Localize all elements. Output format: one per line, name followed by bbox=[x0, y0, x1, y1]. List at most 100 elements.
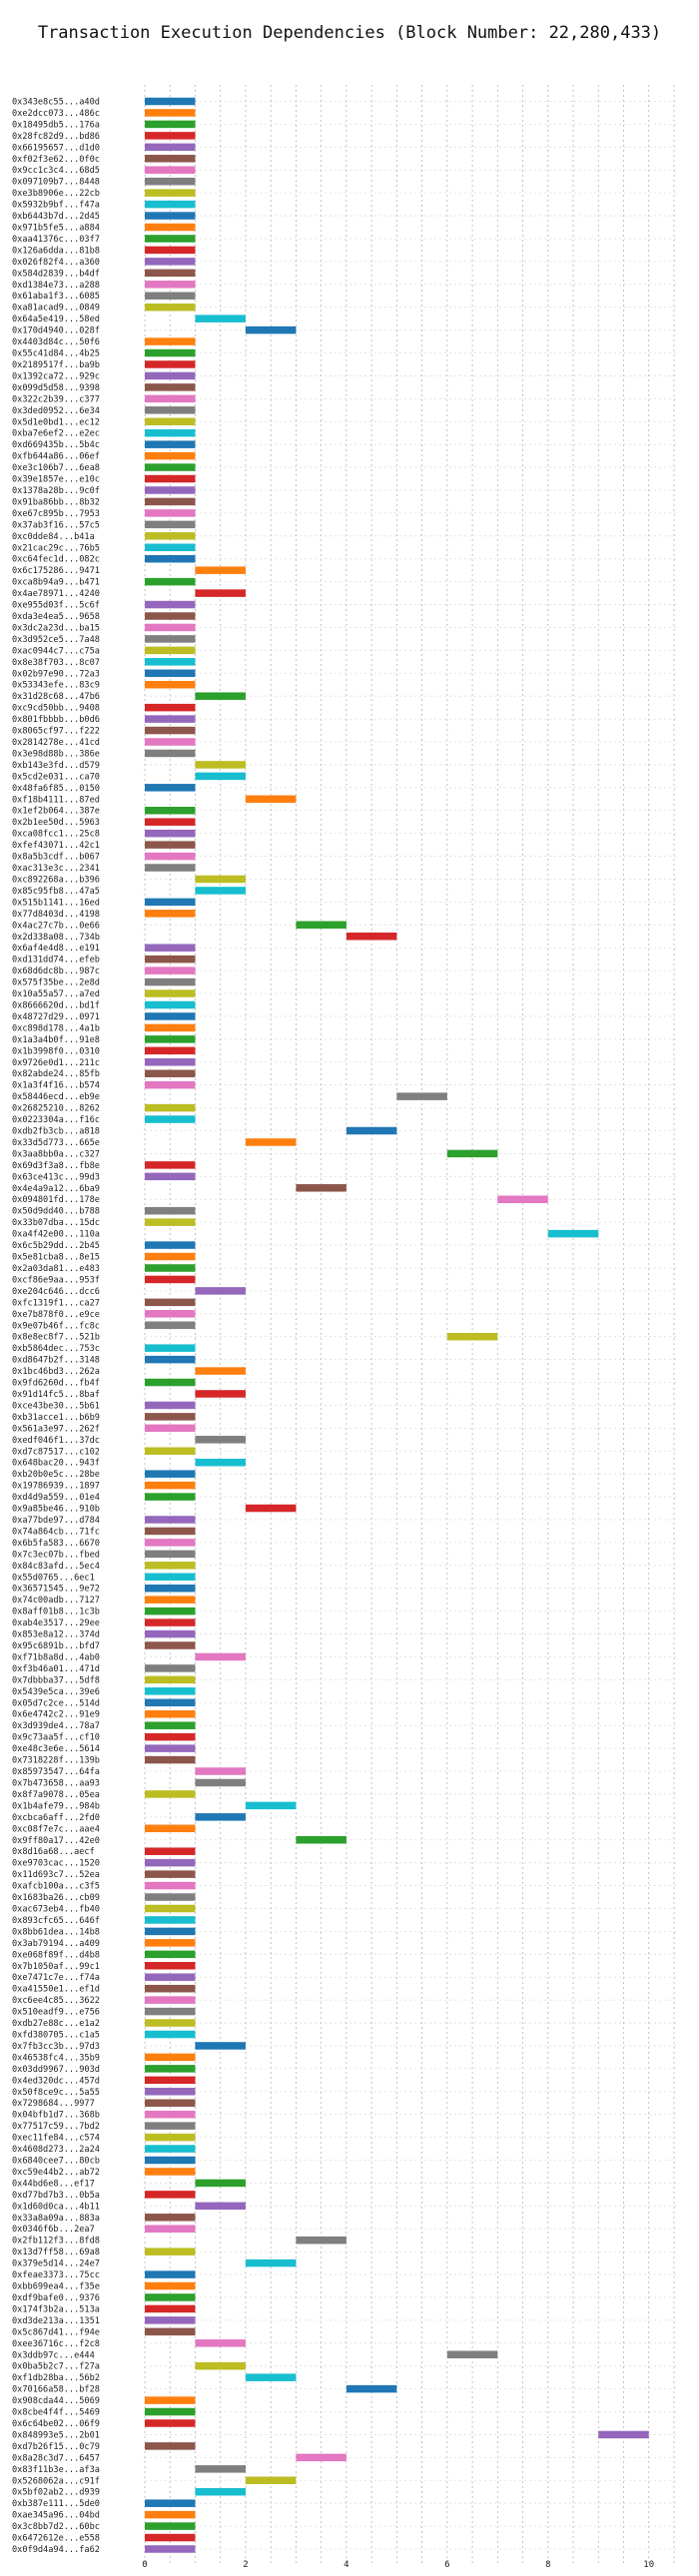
y-tick-label: 0xc0dde84...b41a bbox=[12, 532, 95, 542]
y-tick-label: 0x1a3f4f16...b574 bbox=[12, 1081, 100, 1091]
bar-52 bbox=[195, 692, 246, 700]
y-tick-label: 0xda3e4ea5...9658 bbox=[12, 612, 100, 622]
bar-174 bbox=[145, 2088, 196, 2096]
bar-102 bbox=[145, 1264, 196, 1272]
bar-200 bbox=[346, 2384, 397, 2393]
y-tick-label: 0xe3b8906e...22cb bbox=[12, 189, 100, 199]
bar-167 bbox=[145, 2007, 196, 2016]
bar-151 bbox=[145, 1824, 196, 1833]
bar-21 bbox=[145, 337, 196, 345]
y-tick-label: 0xba7e6ef2...e2ec bbox=[12, 429, 100, 439]
bar-122 bbox=[145, 1493, 196, 1501]
bar-38 bbox=[145, 532, 196, 540]
y-tick-label: 0x853e8a12...374d bbox=[12, 1630, 100, 1640]
bar-197 bbox=[446, 2350, 498, 2359]
bar-185 bbox=[145, 2214, 196, 2222]
bar-90 bbox=[346, 1126, 397, 1135]
bar-210 bbox=[145, 2499, 196, 2507]
y-tick-label: 0x5cd2e031...ca70 bbox=[12, 772, 100, 782]
y-tick-label: 0x8bb61dea...14b8 bbox=[12, 1927, 100, 1937]
bar-145 bbox=[145, 1755, 196, 1764]
bar-129 bbox=[145, 1573, 196, 1582]
y-tick-label: 0xe9703cac...1520 bbox=[12, 1859, 100, 1869]
bar-131 bbox=[145, 1596, 196, 1604]
bar-192 bbox=[145, 2293, 196, 2301]
y-tick-label: 0x18495db5...176a bbox=[12, 120, 100, 130]
bar-196 bbox=[195, 2339, 246, 2347]
y-tick-label: 0x58446ecd...eb9e bbox=[12, 1092, 100, 1102]
y-tick-label: 0x126a6dda...81b8 bbox=[12, 246, 100, 256]
y-tick-label: 0x48727d29...0971 bbox=[12, 1012, 100, 1022]
y-tick-labels: 0x343e8c55...a40d0xe2dcc073...486c0x1849… bbox=[12, 98, 100, 2556]
bar-139 bbox=[145, 1687, 196, 1695]
bar-18 bbox=[145, 303, 196, 312]
y-tick-label: 0xdb27e88c...e1a2 bbox=[12, 2019, 100, 2029]
bar-130 bbox=[145, 1584, 196, 1593]
y-tick-label: 0x908cda44...5069 bbox=[12, 2396, 100, 2406]
y-tick-label: 0x74c00adb...7127 bbox=[12, 1596, 100, 1606]
y-tick-label: 0xfeae3373...75cc bbox=[12, 2270, 100, 2280]
bar-72 bbox=[296, 921, 347, 930]
y-tick-label: 0x9a85be46...910b bbox=[12, 1505, 100, 1515]
bar-175 bbox=[145, 2099, 196, 2107]
y-tick-label: 0x7b1050af...99c1 bbox=[12, 1962, 100, 1972]
y-tick-label: 0x74a864cb...71fc bbox=[12, 1527, 100, 1537]
y-tick-label: 0xb20b0e5c...28be bbox=[12, 1470, 100, 1480]
y-tick-label: 0x2d338a08...734b bbox=[12, 933, 100, 943]
bar-81 bbox=[145, 1023, 196, 1032]
bar-94 bbox=[145, 1172, 196, 1181]
y-tick-label: 0x3c8bb7d2...60bc bbox=[12, 2522, 100, 2532]
bar-82 bbox=[145, 1035, 196, 1043]
y-tick-label: 0x9726e0d1...211c bbox=[12, 1058, 100, 1068]
y-tick-label: 0x28fc82d9...bd86 bbox=[12, 132, 100, 142]
y-tick-label: 0xdb2fb3cb...a818 bbox=[12, 1127, 100, 1137]
y-tick-label: 0x9c73aa5f...cf10 bbox=[12, 1733, 100, 1743]
bar-110 bbox=[145, 1355, 196, 1364]
bar-24 bbox=[145, 371, 196, 380]
y-tick-label: 0x1d60d0ca...4b11 bbox=[12, 2202, 100, 2212]
y-tick-label: 0x3ddb97c...e444 bbox=[12, 2350, 95, 2360]
y-tick-label: 0x7fb3cc3b...97d3 bbox=[12, 2042, 100, 2052]
y-tick-label: 0xab4e3517...29ee bbox=[12, 1618, 100, 1628]
bar-108 bbox=[446, 1332, 498, 1341]
bar-161 bbox=[145, 1939, 196, 1947]
y-tick-label: 0x82abde24...85fb bbox=[12, 1069, 100, 1079]
y-tick-label: 0xd3de213a...1351 bbox=[12, 2316, 100, 2326]
bar-176 bbox=[145, 2110, 196, 2119]
y-tick-label: 0x33a8a09a...883a bbox=[12, 2214, 100, 2224]
y-tick-label: 0x4608d273...2a24 bbox=[12, 2145, 100, 2155]
y-tick-label: 0xa77bde97...d784 bbox=[12, 1516, 100, 1526]
y-tick-label: 0xac0944c7...c75a bbox=[12, 646, 100, 656]
y-tick-label: 0x55c41d84...4b25 bbox=[12, 349, 100, 359]
y-tick-label: 0xc59e44b2...ab72 bbox=[12, 2168, 100, 2178]
x-tick-label: 0 bbox=[142, 2560, 147, 2570]
y-tick-label: 0x85973547...64fa bbox=[12, 1767, 100, 1777]
bar-195 bbox=[145, 2327, 196, 2336]
y-tick-label: 0x37ab3f16...57c5 bbox=[12, 520, 100, 530]
y-tick-label: 0x7b473658...aa93 bbox=[12, 1778, 100, 1788]
y-tick-label: 0x3d952ce5...7a48 bbox=[12, 635, 100, 645]
y-tick-label: 0x4e4a9a12...6ba9 bbox=[12, 1184, 100, 1194]
x-tick-label: 2 bbox=[243, 2560, 248, 2570]
y-tick-label: 0x4ed320dc...457d bbox=[12, 2076, 100, 2086]
bar-19 bbox=[195, 315, 246, 322]
y-tick-label: 0x11d693c7...52ea bbox=[12, 1870, 100, 1880]
bar-29 bbox=[145, 428, 196, 437]
bar-84 bbox=[145, 1058, 196, 1066]
bar-23 bbox=[145, 360, 196, 368]
bar-141 bbox=[145, 1709, 196, 1718]
y-tick-label: 0xe2dcc073...486c bbox=[12, 109, 100, 119]
bar-164 bbox=[145, 1973, 196, 1981]
y-tick-label: 0x69d3f3a8...fb8e bbox=[12, 1161, 100, 1171]
y-tick-label: 0xd77bd7b3...0b5a bbox=[12, 2191, 100, 2201]
bar-49 bbox=[145, 658, 196, 666]
y-tick-label: 0xce43be30...5b61 bbox=[12, 1401, 100, 1411]
y-tick-label: 0xe67c895b...7953 bbox=[12, 509, 100, 519]
y-tick-label: 0xf71b8a8d...4ab0 bbox=[12, 1652, 100, 1662]
bar-184 bbox=[195, 2202, 246, 2211]
y-tick-label: 0x33b07dba...15dc bbox=[12, 1218, 100, 1228]
bar-187 bbox=[296, 2236, 347, 2245]
y-tick-label: 0x9fd6260d...fb4f bbox=[12, 1379, 100, 1389]
y-tick-label: 0x8d16a68...aecf bbox=[12, 1847, 95, 1857]
